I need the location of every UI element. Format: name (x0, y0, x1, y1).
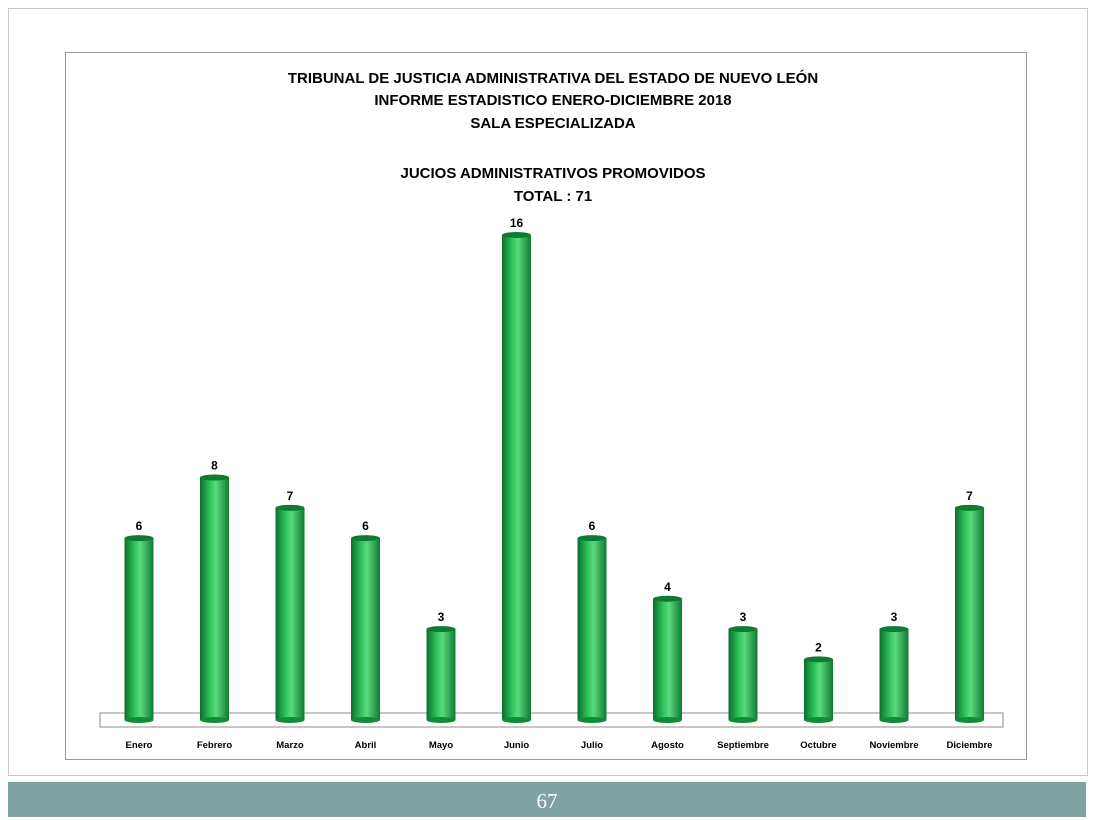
bar-body-diciembre (955, 507, 984, 720)
data-label-agosto: 4 (664, 580, 671, 594)
bar-base-mayo (426, 717, 456, 723)
data-label-septiembre: 3 (740, 610, 747, 624)
bar-body-agosto (653, 598, 682, 720)
bar-agosto (653, 595, 682, 723)
tick-label-noviembre: Noviembre (869, 740, 918, 751)
data-label-noviembre: 3 (891, 610, 898, 624)
bar-chart: TRIBUNAL DE JUSTICIA ADMINISTRATIVA DEL … (99, 69, 1004, 751)
bar-cap-agosto (653, 595, 682, 602)
bar-base-diciembre (955, 717, 984, 723)
bar-diciembre (955, 504, 984, 723)
title-line-2: INFORME ESTADISTICO ENERO-DICIEMBRE 2018 (374, 92, 731, 109)
data-label-junio: 16 (510, 216, 524, 230)
bar-enero (124, 535, 154, 723)
chart-title: TRIBUNAL DE JUSTICIA ADMINISTRATIVA DEL … (288, 69, 818, 205)
data-label-marzo: 7 (287, 489, 294, 503)
bar-body-julio (577, 538, 607, 720)
data-label-febrero: 8 (211, 459, 218, 473)
data-label-diciembre: 7 (966, 489, 973, 503)
x-axis-tick-labels: Enero Febrero Marzo Abril Mayo Junio Julio Agos… (126, 740, 993, 751)
bar-septiembre (728, 626, 758, 723)
bar-base-agosto (653, 717, 682, 723)
bar-base-noviembre (879, 717, 909, 723)
tick-label-septiembre: Septiembre (717, 740, 769, 751)
bar-febrero (200, 474, 229, 723)
bar-noviembre (879, 626, 909, 723)
bar-base-marzo (275, 717, 305, 723)
bar-marzo (275, 504, 305, 723)
bar-body-febrero (200, 477, 229, 720)
bar-body-abril (351, 538, 380, 720)
bar-cap-septiembre (728, 626, 758, 633)
tick-label-julio: Julio (581, 740, 603, 751)
bar-body-septiembre (728, 629, 758, 720)
tick-label-junio: Junio (504, 740, 530, 751)
bar-julio (577, 535, 607, 723)
bar-abril (351, 535, 380, 723)
bar-base-julio (577, 717, 607, 723)
page-number: 67 (536, 789, 558, 813)
bar-junio (502, 232, 531, 723)
subtitle-line-2: TOTAL : 71 (514, 188, 592, 205)
bar-body-enero (124, 538, 154, 720)
bar-cap-junio (502, 232, 531, 238)
bar-body-mayo (426, 629, 456, 720)
bar-cap-abril (351, 535, 380, 542)
chart-floor (99, 712, 1004, 728)
bar-body-junio (502, 235, 531, 720)
data-label-abril: 6 (362, 519, 369, 533)
tick-label-diciembre: Diciembre (947, 740, 993, 751)
bar-body-octubre (804, 659, 833, 720)
tick-label-octubre: Octubre (800, 740, 836, 751)
data-label-enero: 6 (136, 519, 143, 533)
bar-cap-noviembre (879, 626, 909, 633)
tick-label-marzo: Marzo (276, 740, 304, 751)
title-line-1: TRIBUNAL DE JUSTICIA ADMINISTRATIVA DEL … (288, 69, 818, 87)
data-label-octubre: 2 (815, 640, 822, 654)
bar-cap-febrero (200, 474, 229, 481)
bar-cap-octubre (804, 656, 833, 663)
tick-label-abril: Abril (355, 740, 377, 751)
bar-base-febrero (200, 717, 229, 723)
tick-label-mayo: Mayo (429, 740, 453, 751)
footer-band: 67 (8, 782, 1086, 817)
bar-body-noviembre (879, 629, 909, 720)
chart-area: TRIBUNAL DE JUSTICIA ADMINISTRATIVA DEL … (65, 52, 1027, 760)
subtitle-line-1: JUCIOS ADMINISTRATIVOS PROMOVIDOS (400, 165, 705, 182)
bar-cap-julio (577, 535, 607, 542)
bar-cap-enero (124, 535, 154, 542)
bar-base-septiembre (728, 717, 758, 723)
data-label-mayo: 3 (438, 610, 445, 624)
bar-base-enero (124, 717, 154, 723)
title-line-3: SALA ESPECIALIZADA (470, 115, 635, 132)
bar-cap-marzo (275, 504, 305, 511)
bar-body-marzo (275, 507, 305, 720)
data-labels: 6 8 7 6 3 16 6 4 3 2 3 7 (136, 216, 974, 654)
tick-label-agosto: Agosto (651, 740, 684, 751)
bar-octubre (804, 656, 833, 723)
bar-base-octubre (804, 717, 833, 723)
tick-label-enero: Enero (126, 740, 153, 751)
bar-mayo (426, 626, 456, 723)
bar-base-abril (351, 717, 380, 723)
bar-base-junio (502, 717, 531, 723)
data-label-julio: 6 (589, 519, 596, 533)
bar-cap-mayo (426, 626, 456, 633)
bar-cap-diciembre (955, 504, 984, 511)
bars (124, 232, 984, 723)
tick-label-febrero: Febrero (197, 740, 233, 751)
